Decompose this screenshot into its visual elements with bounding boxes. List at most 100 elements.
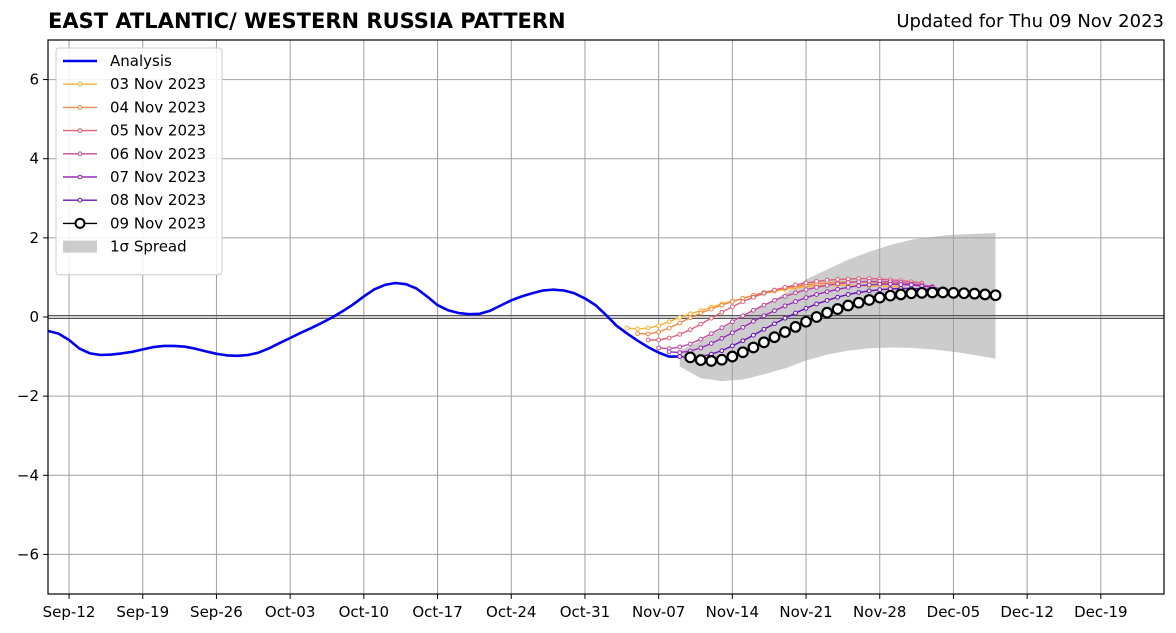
forecast-point: [687, 341, 693, 347]
forecast-point: [624, 325, 630, 331]
x-tick-label: Oct-17: [412, 603, 462, 621]
forecast-point: [800, 315, 812, 328]
y-tick-label: 6: [29, 71, 39, 89]
forecast-point: [782, 315, 788, 321]
forecast-point: [845, 284, 851, 290]
forecast-point: [740, 299, 746, 304]
legend-box: [55, 47, 223, 276]
forecast-point: [729, 319, 735, 325]
legend-label: 09 Nov 2023: [110, 214, 206, 232]
forecast-point: [803, 295, 809, 301]
forecast-point: [726, 350, 739, 363]
forecast-point: [793, 299, 798, 304]
forecast-point: [740, 324, 746, 330]
legend-marker: [77, 128, 83, 134]
forecast-point: [698, 336, 704, 342]
forecast-point: [856, 279, 862, 285]
forecast-point: [729, 343, 735, 349]
forecast-point: [873, 291, 886, 304]
x-tick-label: Nov-14: [706, 603, 759, 621]
x-tick-label: Dec-12: [1000, 603, 1054, 621]
forecast-point: [750, 332, 756, 338]
forecast-point: [793, 310, 798, 316]
forecast-point: [761, 313, 767, 319]
x-tick-label: Oct-24: [486, 603, 536, 621]
forecast-point: [729, 299, 735, 304]
forecast-point: [772, 321, 777, 327]
forecast-point: [824, 277, 830, 283]
forecast-point: [750, 307, 756, 313]
forecast-point: [698, 345, 704, 351]
forecast-point: [845, 280, 851, 285]
x-tick-label: Dec-05: [927, 603, 981, 621]
forecast-point: [719, 302, 725, 308]
forecast-point: [835, 294, 841, 300]
forecast-point: [824, 289, 830, 295]
forecast-point: [842, 299, 855, 312]
forecast-point: [989, 289, 1002, 302]
forecast-point: [698, 310, 704, 316]
forecast-point: [708, 315, 714, 321]
analysis-line: [48, 281, 680, 358]
forecast-point: [863, 294, 876, 306]
x-tick-label: Sep-26: [190, 603, 243, 621]
forecast-point: [779, 326, 791, 338]
legend-marker: [77, 105, 83, 110]
legend-label: 04 Nov 2023: [110, 98, 206, 116]
forecast-point: [772, 287, 777, 293]
x-tick-label: Oct-10: [339, 603, 389, 621]
forecast-point: [719, 335, 725, 341]
forecast-point: [894, 288, 907, 301]
forecast-point: [937, 286, 949, 299]
forecast-point: [687, 315, 693, 321]
forecast-point: [814, 301, 819, 307]
forecast-point: [666, 335, 672, 341]
forecast-point: [782, 303, 788, 309]
forecast-point: [793, 282, 798, 288]
forecast-point: [803, 305, 809, 311]
forecast-point: [915, 286, 928, 299]
y-tick-label: −6: [17, 545, 39, 563]
x-tick-label: Sep-12: [43, 603, 96, 621]
forecast-point: [814, 284, 819, 290]
forecast-point: [677, 314, 683, 320]
x-tick-label: Nov-28: [853, 603, 906, 621]
forecast-point: [789, 320, 802, 333]
forecast-point: [645, 331, 651, 337]
forecast-point: [905, 287, 918, 300]
y-tick-label: 0: [29, 308, 39, 326]
x-tick-label: Dec-19: [1074, 603, 1128, 621]
legend-label: 06 Nov 2023: [110, 145, 206, 163]
forecast-point: [645, 325, 651, 331]
forecast-point: [835, 281, 841, 287]
forecast-point: [666, 319, 672, 325]
legend-label: Analysis: [110, 52, 172, 70]
forecast-point: [782, 284, 788, 290]
forecast-point: [708, 341, 714, 346]
forecast-point: [656, 329, 662, 335]
forecast-point: [772, 297, 777, 303]
forecast-point: [761, 290, 767, 296]
forecast-point: [835, 286, 841, 292]
forecast-point: [772, 308, 777, 314]
forecast-point: [656, 323, 662, 329]
forecast-point: [768, 331, 781, 344]
forecast-point: [684, 351, 697, 364]
forecast-point: [877, 281, 883, 287]
y-tick-label: −4: [17, 466, 39, 484]
forecast-point: [740, 338, 746, 344]
forecast-point: [761, 326, 767, 332]
forecast-point: [852, 296, 865, 309]
y-tick-label: 4: [29, 150, 39, 168]
forecast-point: [708, 306, 714, 312]
legend-label: 05 Nov 2023: [110, 122, 206, 140]
axes-frame: [47, 39, 1165, 595]
forecast-point: [719, 325, 725, 331]
forecast-point: [715, 353, 728, 366]
forecast-point: [736, 346, 749, 359]
forecast-point: [803, 287, 809, 293]
forecast-point: [947, 286, 960, 299]
forecast-point: [793, 290, 798, 296]
x-tick-label: Sep-19: [116, 603, 169, 621]
forecast-point: [687, 327, 693, 333]
